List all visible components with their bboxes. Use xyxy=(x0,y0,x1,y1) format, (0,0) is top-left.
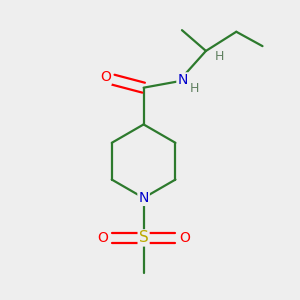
Text: S: S xyxy=(139,230,148,245)
Text: N: N xyxy=(138,191,149,205)
Text: H: H xyxy=(189,82,199,95)
Text: N: N xyxy=(177,73,188,87)
Text: O: O xyxy=(100,70,111,84)
Text: O: O xyxy=(97,231,108,245)
Text: H: H xyxy=(215,50,224,63)
Text: O: O xyxy=(179,231,190,245)
